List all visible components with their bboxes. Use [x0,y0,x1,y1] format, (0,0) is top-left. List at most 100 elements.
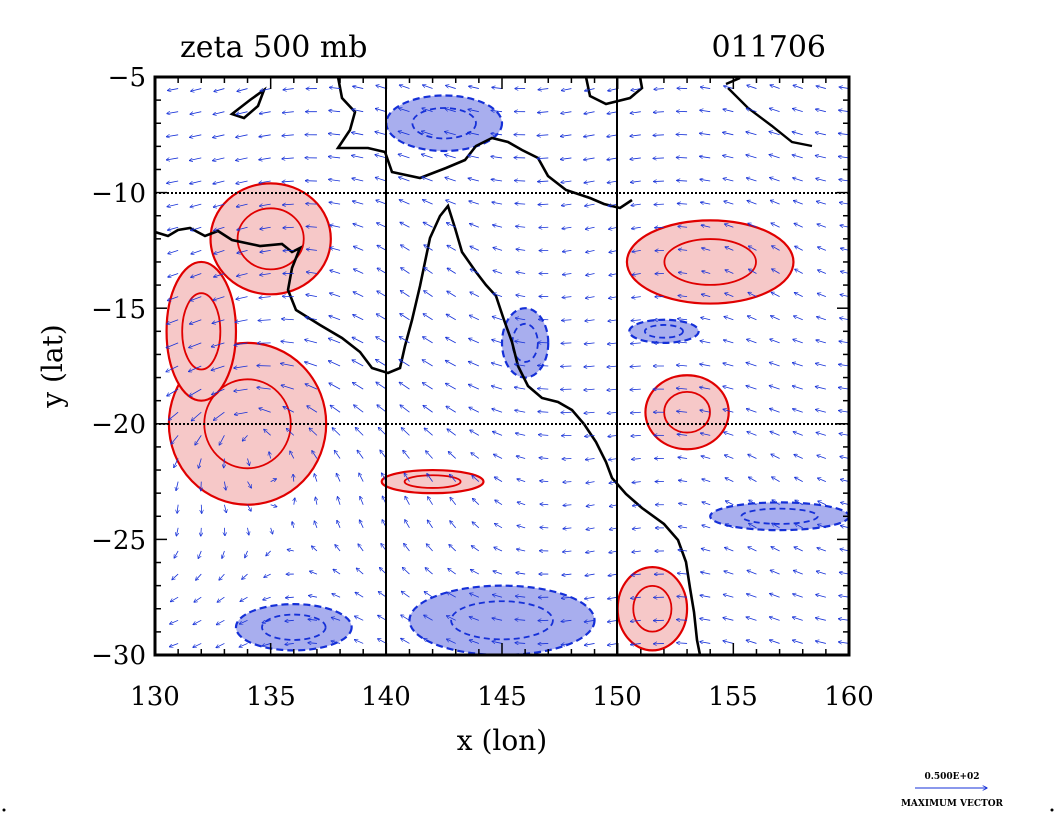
wind-vector [816,432,826,436]
wind-vector [263,596,271,600]
wind-vector [491,156,503,158]
wind-vector [631,89,641,91]
wind-vector [375,109,387,113]
wind-vector [630,112,641,114]
wind-vector [166,342,179,348]
wind-vector [423,314,433,321]
wind-vector [448,452,457,459]
wind-vector [352,382,364,390]
wind-vector [328,179,341,181]
wind-vector [794,316,803,321]
wind-vector [353,224,364,228]
wind-vector [331,617,341,621]
wind-vector [469,86,479,89]
wind-vector [586,551,595,553]
wind-vector [631,204,641,205]
wind-vector [493,248,503,251]
wind-vector [700,202,711,204]
wind-vector [428,497,433,505]
wind-vector [262,619,271,623]
wind-vector [399,177,410,182]
wind-vector [540,481,549,482]
wind-vector [422,200,433,205]
wind-vector [236,296,248,300]
wind-vector [468,132,479,136]
wind-vector [539,458,549,459]
wind-vector [445,155,456,159]
wind-vector [792,155,803,159]
wind-vector [248,527,249,535]
x-tick-label: 130 [130,682,180,712]
wind-vector [166,158,179,160]
wind-vector [770,200,780,205]
vorticity-field [155,77,849,655]
wind-vector [213,111,225,115]
wind-vector [421,154,433,159]
wind-vector [259,181,271,183]
wind-vector [700,179,711,181]
wind-vector [586,274,595,276]
wind-vector [747,85,757,89]
wind-vector [816,594,826,598]
wind-vector [653,112,664,113]
wind-vector [237,273,248,277]
wind-vector [792,109,803,113]
wind-vector [446,200,456,205]
wind-vector [328,361,341,367]
wind-vector [562,274,572,275]
wind-vector [585,297,595,299]
wind-vector [585,320,595,321]
y-tick-label: −30 [91,641,146,671]
wind-vector [190,111,202,115]
wind-vector [444,132,456,136]
wind-vector [234,389,248,391]
wind-vector [562,320,572,321]
wind-vector [815,386,826,390]
wind-vector [515,643,526,644]
wind-vector [282,181,294,182]
wind-vector [189,342,202,348]
wind-vector [193,619,202,624]
wind-vector [315,497,317,505]
corner-dot [1050,808,1054,812]
wind-vector [281,341,294,343]
wind-vector [198,550,202,559]
wind-vector [399,200,410,205]
wind-vector [491,133,503,134]
wind-vector [839,341,849,343]
wind-vector [678,527,688,528]
wind-vector [792,363,803,367]
wind-vector [271,527,273,534]
wind-vector [359,473,364,482]
wind-vector [399,359,410,367]
wind-vector [427,474,433,482]
positive-vorticity-contour-inner-contour [663,238,757,286]
wind-vector [584,389,595,390]
wind-vector [584,343,595,344]
wind-vector [214,273,225,278]
wind-vector [632,551,641,552]
wind-vector [304,362,318,367]
wind-vector [631,320,641,321]
wind-vector [422,108,433,113]
x-tick-label: 160 [824,682,874,712]
wind-vector [492,225,503,228]
wind-vector [585,574,595,576]
wind-vector [352,201,364,205]
wind-vector [770,431,780,436]
wind-vector [794,292,803,297]
positive-vorticity-contour-inner-contour [632,584,673,633]
wind-vector [538,89,549,90]
wind-vector [772,523,780,529]
wind-vector [816,340,826,344]
wind-vector [746,363,757,367]
wind-vector [584,620,595,622]
wind-vector [585,435,595,436]
wind-vector [217,596,225,602]
wind-vector [329,293,341,298]
wind-vector [702,525,711,529]
wind-vector [584,135,595,137]
wind-vector [328,134,341,135]
wind-vector [563,482,572,483]
wind-vector [561,643,572,644]
